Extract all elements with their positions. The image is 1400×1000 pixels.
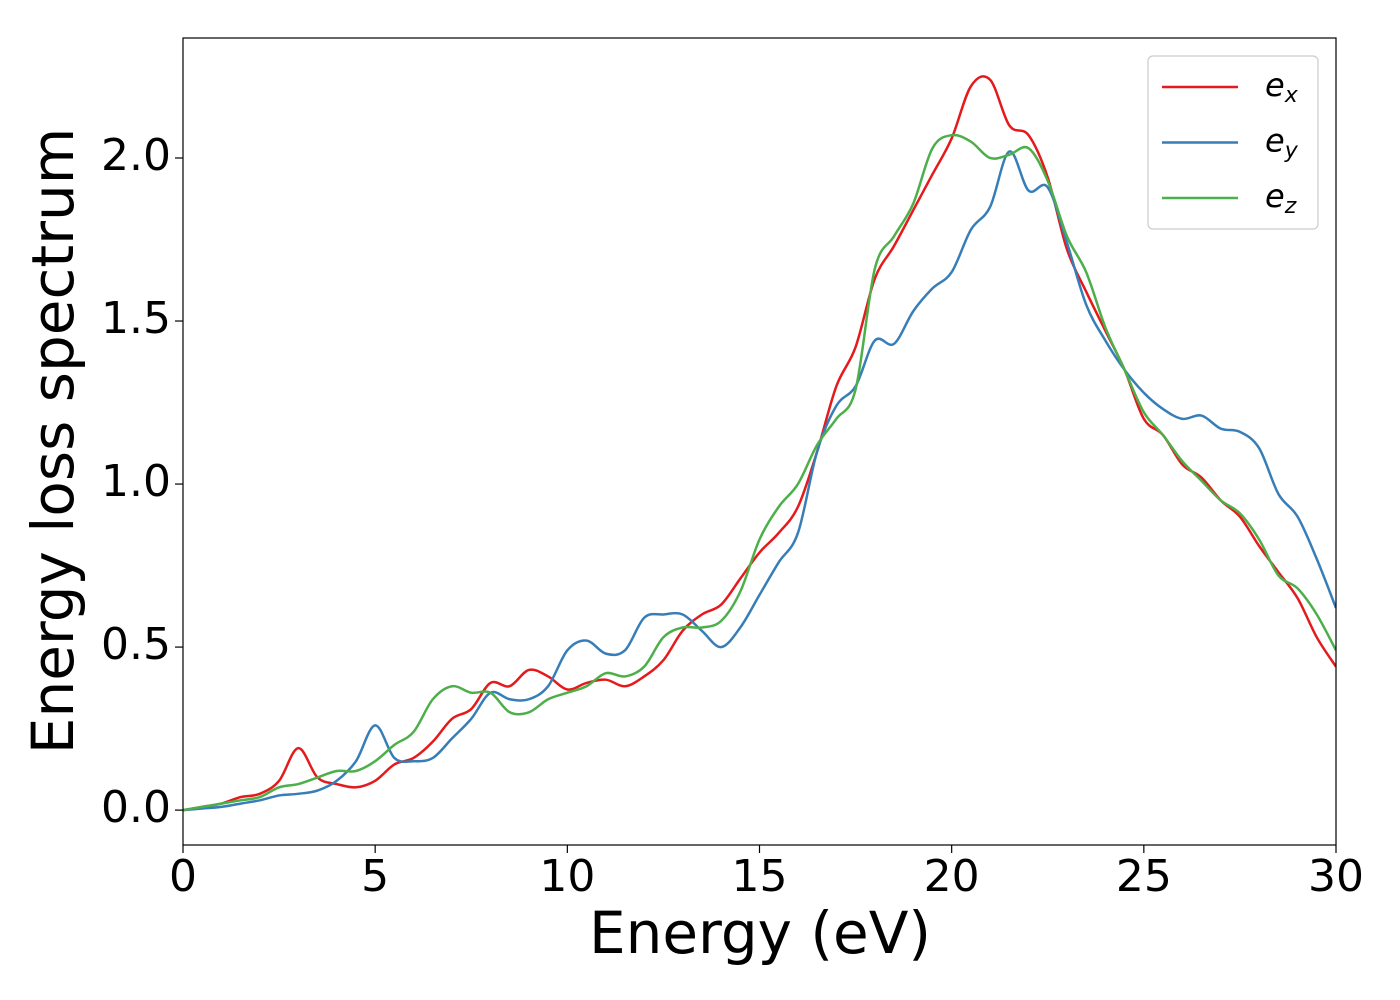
series-line [183,75,1336,812]
x-tick-label: 25 [1116,851,1172,902]
y-tick-label: 0.0 [101,782,171,833]
y-tick-label: 1.5 [101,293,171,344]
series-line [183,133,1336,812]
x-tick-label: 5 [361,851,389,902]
x-tick-label: 0 [169,851,197,902]
x-tick-label: 15 [732,851,788,902]
legend-label: ey [1265,122,1299,164]
x-tick-label: 10 [539,851,595,902]
x-tick-label: 20 [924,851,980,902]
plot-lines [183,75,1336,812]
legend-label: ez [1265,177,1297,219]
legend-label: ex [1265,66,1299,108]
x-tick-label: 30 [1308,851,1364,902]
y-axis-label: Energy loss spectrum [19,128,87,754]
x-axis-label: Energy (eV) [589,899,931,967]
y-tick-label: 0.5 [101,619,171,670]
y-tick-label: 1.0 [101,456,171,507]
series-line [183,150,1336,812]
y-tick-label: 2.0 [101,130,171,181]
